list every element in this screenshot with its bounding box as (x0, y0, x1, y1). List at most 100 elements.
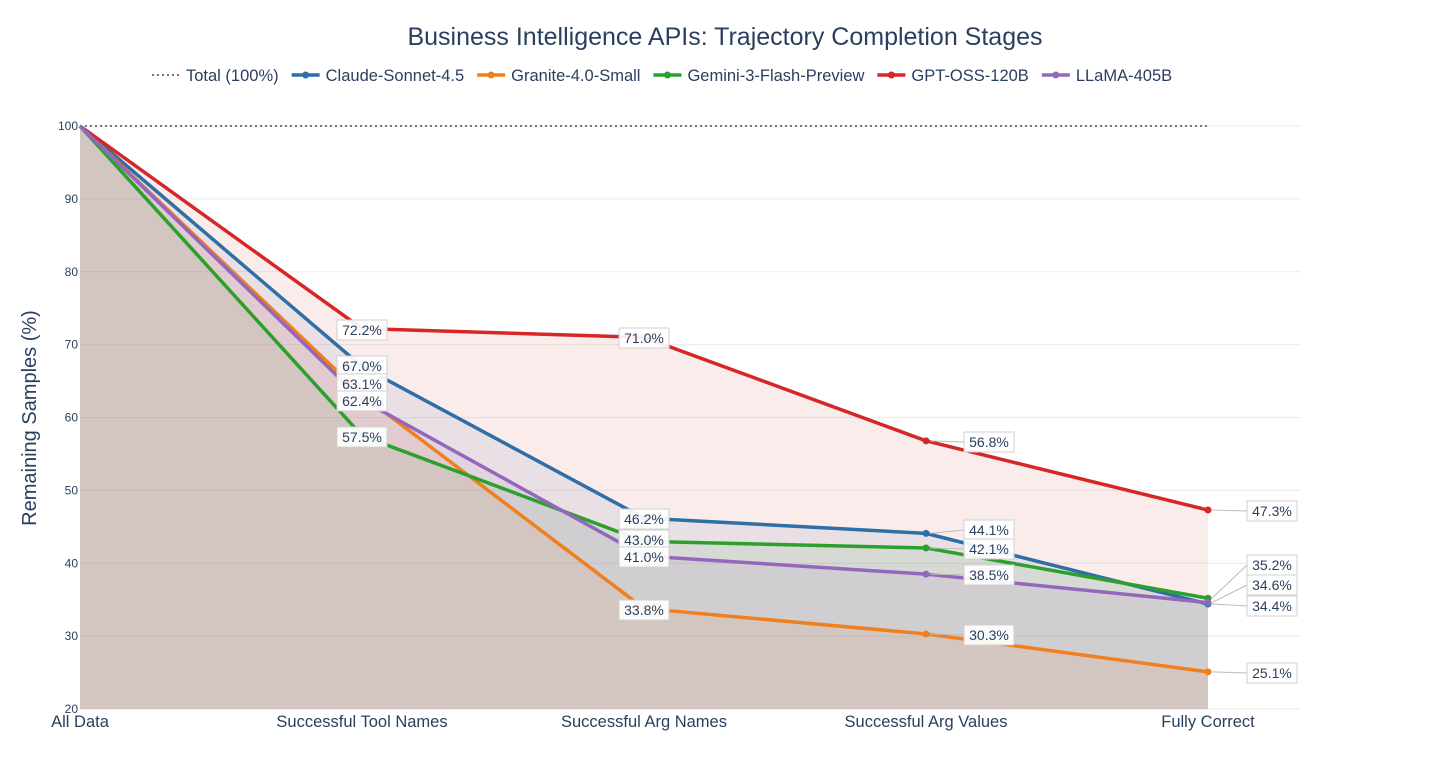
legend-label: Claude-Sonnet-4.5 (326, 67, 465, 85)
marker-granite-4-0-small-4 (1204, 668, 1212, 676)
data-label-text: 33.8% (624, 602, 664, 618)
data-label-box (618, 508, 670, 530)
data-label-text: 42.1% (969, 541, 1009, 557)
marker-llama-405b-3 (922, 570, 930, 578)
data-label-box (963, 564, 1015, 586)
marker-granite-4-0-small-3 (922, 630, 930, 638)
data-labels: 67.0% 46.2% 44.1% 34.4% 63.1% 33.8% 30.3% 25.1%… (336, 319, 1298, 684)
data-label-text: 44.1% (969, 522, 1009, 538)
legend-label: Gemini-3-Flash-Preview (687, 67, 864, 85)
data-label-text: 47.3% (1252, 503, 1292, 519)
legend-item-total-100: Total (100%) (152, 67, 279, 85)
data-label-leader (929, 573, 965, 576)
data-label-granite-4-0-small-3: 30.3% (929, 624, 1015, 646)
data-label-text: 71.0% (624, 330, 664, 346)
data-label-claude-sonnet-4-5-4: 34.4% (1211, 595, 1298, 617)
data-label-llama-405b-2: 41.0% (618, 546, 670, 568)
data-label-box (1246, 595, 1298, 617)
data-label-leader (929, 529, 965, 534)
data-label-gemini-3-flash-preview-2: 43.0% (618, 529, 670, 551)
y-tick-label-30: 30 (65, 629, 79, 643)
legend-label: Total (100%) (186, 67, 279, 85)
legend-marker (487, 71, 495, 79)
area-llama-405b (80, 126, 1208, 709)
y-tick-label-70: 70 (65, 338, 79, 352)
data-label-gemini-3-flash-preview-1: 57.5% (336, 426, 388, 448)
data-label-text: 67.0% (342, 358, 382, 374)
data-label-text: 57.5% (342, 429, 382, 445)
marker-gpt-oss-120b-4 (1204, 506, 1212, 514)
data-label-leader (1211, 671, 1248, 674)
legend-label: Granite-4.0-Small (511, 67, 640, 85)
area-claude-sonnet-4-5 (80, 126, 1208, 709)
data-label-box (336, 426, 388, 448)
data-label-leader (1211, 584, 1248, 604)
legend-label: GPT-OSS-120B (911, 67, 1028, 85)
y-tick-label-90: 90 (65, 192, 79, 206)
data-label-claude-sonnet-4-5-1: 67.0% (336, 355, 388, 377)
x-tick-label-successful-tool-names: Successful Tool Names (276, 713, 447, 731)
data-label-claude-sonnet-4-5-3: 44.1% (929, 519, 1015, 541)
data-label-leader (929, 547, 965, 550)
data-label-text: 63.1% (342, 376, 382, 392)
y-tick-label-50: 50 (65, 483, 79, 497)
data-label-text: 38.5% (969, 567, 1009, 583)
data-label-box (1246, 662, 1298, 684)
legend-marker (887, 71, 895, 79)
marker-claude-sonnet-4-5-3 (922, 529, 930, 537)
marker-gemini-3-flash-preview-3 (922, 544, 930, 552)
data-label-text: 62.4% (342, 393, 382, 409)
data-label-box (963, 624, 1015, 646)
data-label-granite-4-0-small-1: 63.1% (336, 373, 388, 395)
y-axis-label: Remaining Samples (%) (19, 310, 41, 526)
data-label-leader (1211, 564, 1248, 599)
data-label-box (1246, 500, 1298, 522)
chart-title: Business Intelligence APIs: Trajectory C… (407, 23, 1042, 51)
x-tick-label-successful-arg-names: Successful Arg Names (561, 713, 727, 731)
data-label-leader (1211, 509, 1248, 512)
data-label-box (618, 546, 670, 568)
marker-gpt-oss-120b-3 (922, 437, 930, 445)
data-label-llama-405b-4: 34.6% (1211, 574, 1298, 604)
data-label-leader (929, 633, 965, 636)
data-label-gpt-oss-120b-3: 56.8% (929, 431, 1015, 453)
data-label-leader (1211, 603, 1248, 607)
legend-item-llama-405b: LLaMA-405B (1041, 67, 1172, 85)
data-label-llama-405b-3: 38.5% (929, 564, 1015, 586)
data-label-claude-sonnet-4-5-2: 46.2% (618, 508, 670, 530)
series-fill-areas (80, 126, 1208, 709)
data-label-text: 30.3% (969, 627, 1009, 643)
data-label-text: 46.2% (624, 511, 664, 527)
legend-marker (302, 71, 310, 79)
legend-marker (1052, 71, 1060, 79)
y-tick-label-60: 60 (65, 411, 79, 425)
data-label-llama-405b-1: 62.4% (336, 390, 388, 412)
legend-item-claude-sonnet-4-5: Claude-Sonnet-4.5 (291, 67, 465, 85)
y-tick-label-100: 100 (58, 119, 78, 133)
data-label-text: 34.6% (1252, 577, 1292, 593)
data-label-text: 34.4% (1252, 598, 1292, 614)
data-label-box (618, 327, 670, 349)
data-label-box (618, 599, 670, 621)
x-tick-label-successful-arg-values: Successful Arg Values (845, 713, 1008, 731)
data-label-box (336, 319, 388, 341)
y-tick-label-20: 20 (65, 702, 79, 716)
y-tick-label-80: 80 (65, 265, 79, 279)
legend-item-granite-4-0-small: Granite-4.0-Small (477, 67, 640, 85)
y-tick-label-40: 40 (65, 556, 79, 570)
data-label-box (963, 431, 1015, 453)
data-label-text: 25.1% (1252, 665, 1292, 681)
data-label-granite-4-0-small-4: 25.1% (1211, 662, 1298, 684)
data-label-gemini-3-flash-preview-4: 35.2% (1211, 554, 1298, 599)
area-gemini-3-flash-preview (80, 126, 1208, 709)
data-label-box (336, 390, 388, 412)
legend-marker (663, 71, 671, 79)
x-tick-label-fully-correct: Fully Correct (1161, 713, 1255, 731)
data-label-gpt-oss-120b-2: 71.0% (618, 327, 670, 349)
data-label-gpt-oss-120b-4: 47.3% (1211, 500, 1298, 522)
data-label-gpt-oss-120b-1: 72.2% (336, 319, 388, 341)
area-gpt-oss-120b (80, 126, 1208, 709)
data-label-text: 35.2% (1252, 557, 1292, 573)
data-label-gemini-3-flash-preview-3: 42.1% (929, 538, 1015, 560)
